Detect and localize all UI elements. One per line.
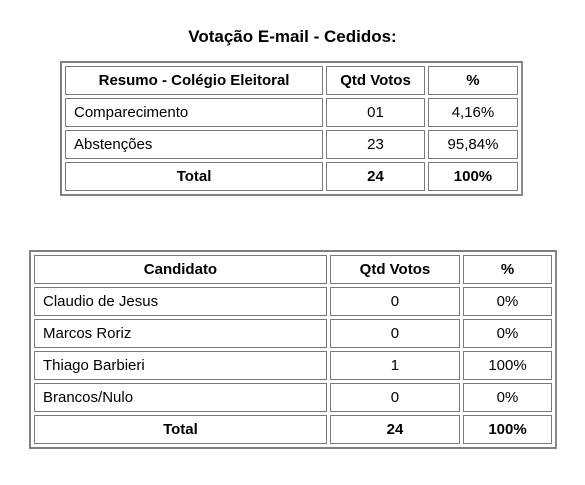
candidates-table: Candidato Qtd Votos % Claudio de Jesus 0… [29,250,557,449]
candidate-name: Marcos Roriz [34,319,327,348]
candidate-votes: 0 [329,319,461,348]
candidate-name: Brancos/Nulo [34,383,327,412]
table-row: Claudio de Jesus 0 0% [34,287,552,316]
total-percent: 100% [463,415,552,444]
row-label: Comparecimento [65,98,324,127]
header-percent: % [463,255,552,284]
header-candidato: Candidato [34,255,327,284]
candidate-votes: 0 [329,287,461,316]
header-percent: % [427,66,518,95]
row-votes: 23 [326,130,425,159]
total-percent: 100% [427,162,518,191]
total-label: Total [65,162,324,191]
candidate-votes: 1 [329,351,461,380]
total-row: Total 24 100% [34,415,552,444]
total-row: Total 24 100% [65,162,518,191]
header-qtd-votos: Qtd Votos [326,66,425,95]
page-title: Votação E-mail - Cedidos: [188,27,397,46]
table-row: Abstenções 23 95,84% [65,130,518,159]
candidate-name: Thiago Barbieri [34,351,327,380]
table-header-row: Candidato Qtd Votos % [34,255,552,284]
row-percent: 4,16% [427,98,518,127]
summary-table: Resumo - Colégio Eleitoral Qtd Votos % C… [60,61,523,196]
candidate-percent: 0% [463,287,552,316]
candidate-votes: 0 [329,383,461,412]
header-resumo: Resumo - Colégio Eleitoral [65,66,324,95]
candidate-percent: 100% [463,351,552,380]
header-qtd-votos: Qtd Votos [329,255,461,284]
table-row: Thiago Barbieri 1 100% [34,351,552,380]
total-votes: 24 [326,162,425,191]
total-label: Total [34,415,327,444]
row-votes: 01 [326,98,425,127]
table-row: Marcos Roriz 0 0% [34,319,552,348]
table-row: Brancos/Nulo 0 0% [34,383,552,412]
candidate-percent: 0% [463,383,552,412]
table-row: Comparecimento 01 4,16% [65,98,518,127]
row-percent: 95,84% [427,130,518,159]
candidate-percent: 0% [463,319,552,348]
total-votes: 24 [329,415,461,444]
candidate-name: Claudio de Jesus [34,287,327,316]
row-label: Abstenções [65,130,324,159]
table-header-row: Resumo - Colégio Eleitoral Qtd Votos % [65,66,518,95]
